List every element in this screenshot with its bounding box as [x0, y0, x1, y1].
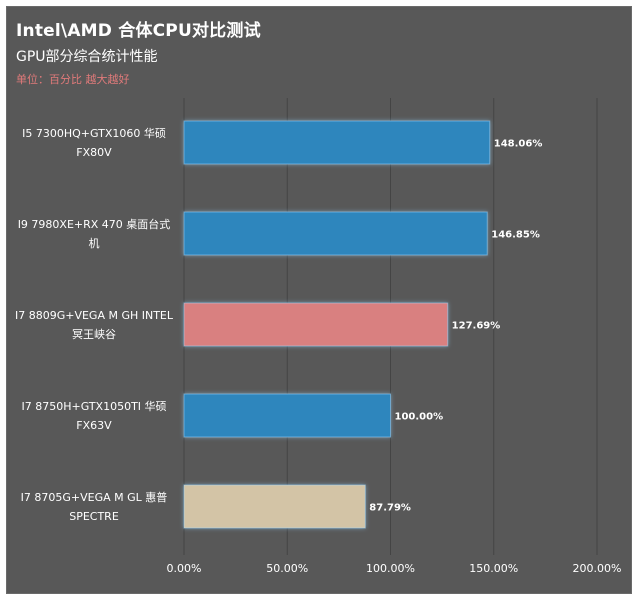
x-tick-label: 200.00%	[573, 562, 622, 575]
chart-title: Intel\AMD 合体CPU对比测试	[16, 21, 261, 41]
category-label: I5 7300HQ+GTX1060 华硕 FX80V	[22, 126, 166, 159]
bar	[183, 211, 488, 256]
value-labels: 148.06% 146.85% 127.69% 100.00% 87.79%	[369, 139, 542, 514]
value-label: 87.79%	[369, 503, 411, 514]
bar	[183, 120, 491, 165]
x-tick-label: 50.00%	[266, 562, 308, 575]
bar	[183, 484, 366, 529]
x-tick-label: 0.00%	[167, 562, 202, 575]
category-label: I9 7980XE+RX 470 桌面台式机	[17, 217, 171, 250]
bar	[183, 393, 391, 438]
value-label: 100.00%	[395, 412, 444, 423]
value-label: 127.69%	[452, 321, 501, 332]
value-label: 148.06%	[494, 139, 543, 150]
x-axis-ticks: 0.00% 50.00% 100.00% 150.00% 200.00%	[167, 562, 622, 575]
bars	[183, 120, 491, 529]
value-label: 146.85%	[491, 230, 540, 241]
unit-note: 单位：百分比 越大越好	[16, 73, 130, 86]
x-tick-label: 150.00%	[469, 562, 518, 575]
x-tick-label: 100.00%	[366, 562, 415, 575]
category-label: I7 8750H+GTX1050TI 华硕 FX63V	[21, 399, 167, 432]
bar	[183, 302, 449, 347]
chart-subtitle: GPU部分综合统计性能	[16, 49, 158, 65]
category-label: I7 8809G+VEGA M GH INTEL 冥王峡谷	[14, 308, 174, 341]
category-label: I7 8705G+VEGA M GL 惠普 SPECTRE	[20, 490, 168, 523]
